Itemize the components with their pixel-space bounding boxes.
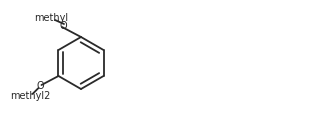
Text: methyl: methyl	[34, 13, 68, 23]
Text: O: O	[59, 21, 67, 31]
Text: O: O	[37, 81, 44, 91]
Text: methyl2: methyl2	[10, 91, 51, 101]
